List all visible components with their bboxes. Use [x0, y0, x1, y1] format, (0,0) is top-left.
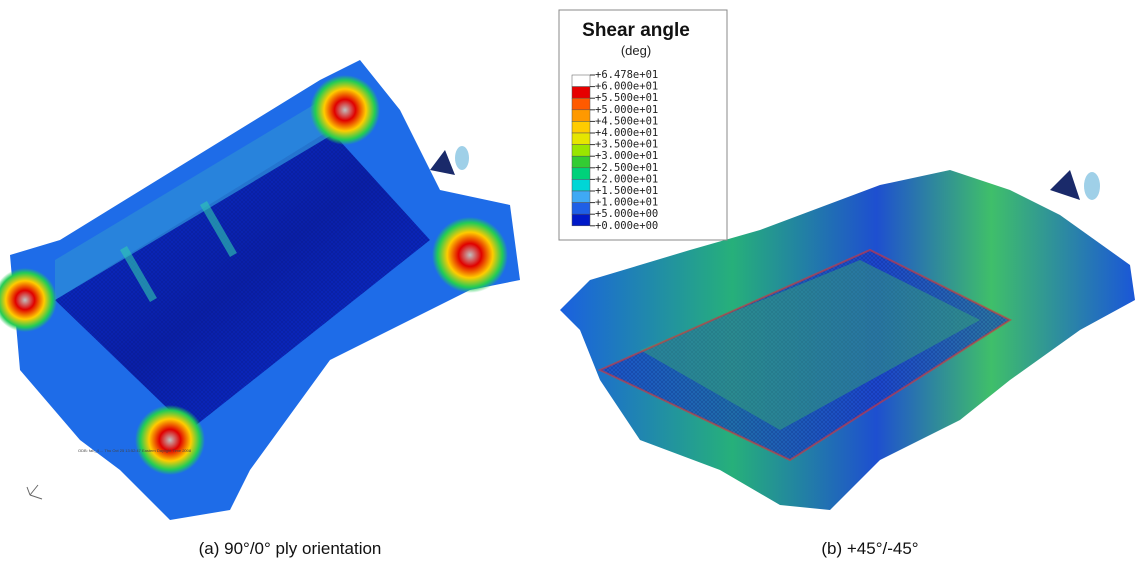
- legend-label: +2.500e+01: [595, 162, 658, 174]
- legend-swatch: [572, 203, 590, 215]
- legend-swatch: [572, 75, 590, 87]
- legend-swatch: [572, 168, 590, 180]
- caption: (a) 90°/0° ply orientation: [199, 539, 382, 558]
- legend-swatch: [572, 191, 590, 203]
- legend-label: +6.000e+01: [595, 81, 658, 93]
- legend-swatch: [572, 156, 590, 168]
- figure: ODB: fab_4 ... Thu Oct 25 13:52:47 Easte…: [0, 0, 1138, 573]
- legend-unit: (deg): [621, 43, 651, 58]
- legend-label: +5.000e+01: [595, 104, 658, 116]
- legend-swatch: [572, 179, 590, 191]
- legend-label: +0.000e+00: [595, 220, 658, 232]
- figure-canvas: ODB: fab_4 ... Thu Oct 25 13:52:47 Easte…: [0, 0, 1138, 573]
- legend-label: +3.000e+01: [595, 150, 658, 162]
- plot-a: ODB: fab_4 ... Thu Oct 25 13:52:47 Easte…: [0, 60, 520, 520]
- legend: Shear angle (deg) +6.478e+01+6.000e+01+5…: [559, 10, 727, 240]
- caption: (b) +45°/-45°: [821, 539, 918, 558]
- legend-swatch: [572, 214, 590, 226]
- legend-label: +6.478e+01: [595, 69, 658, 81]
- svg-text:ODB: fab_4 ... Thu Oct 25 13:5: ODB: fab_4 ... Thu Oct 25 13:52:47 Easte…: [78, 448, 192, 453]
- legend-label: +1.000e+01: [595, 197, 658, 209]
- legend-label: +4.500e+01: [595, 115, 658, 127]
- legend-swatch: [572, 87, 590, 99]
- legend-label: +1.500e+01: [595, 185, 658, 197]
- legend-label: +2.000e+01: [595, 173, 658, 185]
- legend-swatch: [572, 110, 590, 122]
- legend-label: +4.000e+01: [595, 127, 658, 139]
- legend-swatch: [572, 98, 590, 110]
- legend-swatch: [572, 145, 590, 157]
- legend-label: +3.500e+01: [595, 139, 658, 151]
- legend-swatch: [572, 133, 590, 145]
- legend-title: Shear angle: [582, 20, 690, 41]
- legend-label: +5.000e+00: [595, 208, 658, 220]
- legend-label: +5.500e+01: [595, 92, 658, 104]
- legend-swatch: [572, 121, 590, 133]
